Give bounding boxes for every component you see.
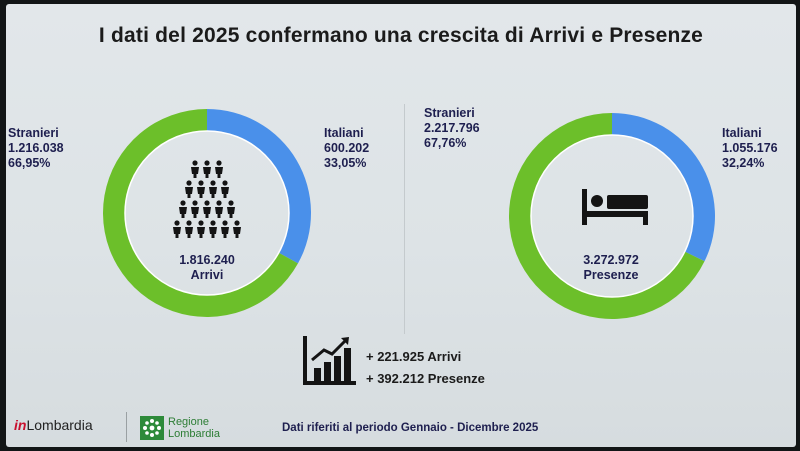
donut-chart-arrivi — [102, 109, 311, 317]
regione-lombardia-logo: Regione Lombardia — [168, 416, 220, 440]
logo-separator — [126, 412, 127, 442]
legend-pct: 33,05% — [324, 156, 367, 170]
legend-name: Stranieri — [8, 126, 59, 140]
slide: I dati del 2025 confermano una crescita … — [6, 4, 796, 447]
person-icon — [185, 180, 193, 198]
person-icon — [221, 220, 229, 238]
legend-italiani-presenze: Italiani 1.055.176 32,24% — [722, 126, 778, 171]
center-label: Presenze — [583, 268, 639, 282]
bed-icon — [582, 189, 648, 225]
legend-name: Italiani — [722, 126, 762, 140]
growth-chart-icon — [303, 336, 356, 385]
slide-title: I dati del 2025 confermano una crescita … — [98, 24, 704, 47]
donut-chart-presenze — [509, 113, 715, 319]
logo-prefix: in — [14, 417, 27, 433]
person-icon — [197, 220, 205, 238]
legend-pct: 66,95% — [8, 156, 51, 170]
growth-summary: + 221.925 Arrivi + 392.212 Presenze — [366, 346, 485, 390]
legend-pct: 67,76% — [424, 136, 467, 150]
center-label: Arrivi — [190, 268, 224, 282]
legend-name: Stranieri — [424, 106, 475, 120]
person-icon — [185, 220, 193, 238]
donut-center-presenze: 3.272.972 Presenze — [556, 253, 666, 283]
logo-line2: Lombardia — [168, 428, 220, 440]
person-icon — [233, 220, 241, 238]
footer-note: Dati riferiti al periodo Gennaio - Dicem… — [282, 422, 539, 434]
donut-center-arrivi: 1.816.240 Arrivi — [152, 253, 262, 283]
donut-slice-italiani — [612, 113, 715, 262]
divider — [404, 104, 405, 334]
growth-presenze: + 392.212 Presenze — [366, 371, 485, 386]
person-icon — [191, 160, 199, 178]
person-icon — [191, 200, 199, 218]
people-group-icon — [173, 160, 241, 238]
legend-stranieri-presenze: Stranieri 2.217.796 67,76% — [424, 106, 480, 151]
legend-value: 1.055.176 — [722, 141, 778, 155]
legend-value: 2.217.796 — [424, 121, 480, 135]
person-icon — [203, 160, 211, 178]
legend-stranieri-arrivi: Stranieri 1.216.038 66,95% — [8, 126, 64, 171]
legend-value: 600.202 — [324, 141, 370, 155]
person-icon — [173, 220, 181, 238]
person-icon — [197, 180, 205, 198]
person-icon — [221, 180, 229, 198]
regione-lombardia-rose-icon — [140, 416, 164, 440]
center-value: 1.816.240 — [179, 253, 235, 267]
legend-name: Italiani — [324, 126, 364, 140]
person-icon — [179, 200, 187, 218]
donut-slice-italiani — [207, 109, 311, 264]
logo-line1: Regione — [168, 416, 209, 428]
logo-name: Lombardia — [26, 417, 93, 433]
donut-inner-edge — [530, 134, 694, 298]
legend-italiani-arrivi: Italiani 600.202 33,05% — [324, 126, 369, 171]
legend-pct: 32,24% — [722, 156, 765, 170]
person-icon — [209, 220, 217, 238]
center-value: 3.272.972 — [583, 253, 639, 267]
person-icon — [203, 200, 211, 218]
person-icon — [209, 180, 217, 198]
legend-value: 1.216.038 — [8, 141, 64, 155]
inlombardia-logo: inLombardia — [14, 417, 93, 433]
donut-inner-edge — [124, 130, 290, 296]
person-icon — [215, 160, 223, 178]
person-icon — [227, 200, 235, 218]
growth-arrivi: + 221.925 Arrivi — [366, 349, 462, 364]
person-icon — [215, 200, 223, 218]
